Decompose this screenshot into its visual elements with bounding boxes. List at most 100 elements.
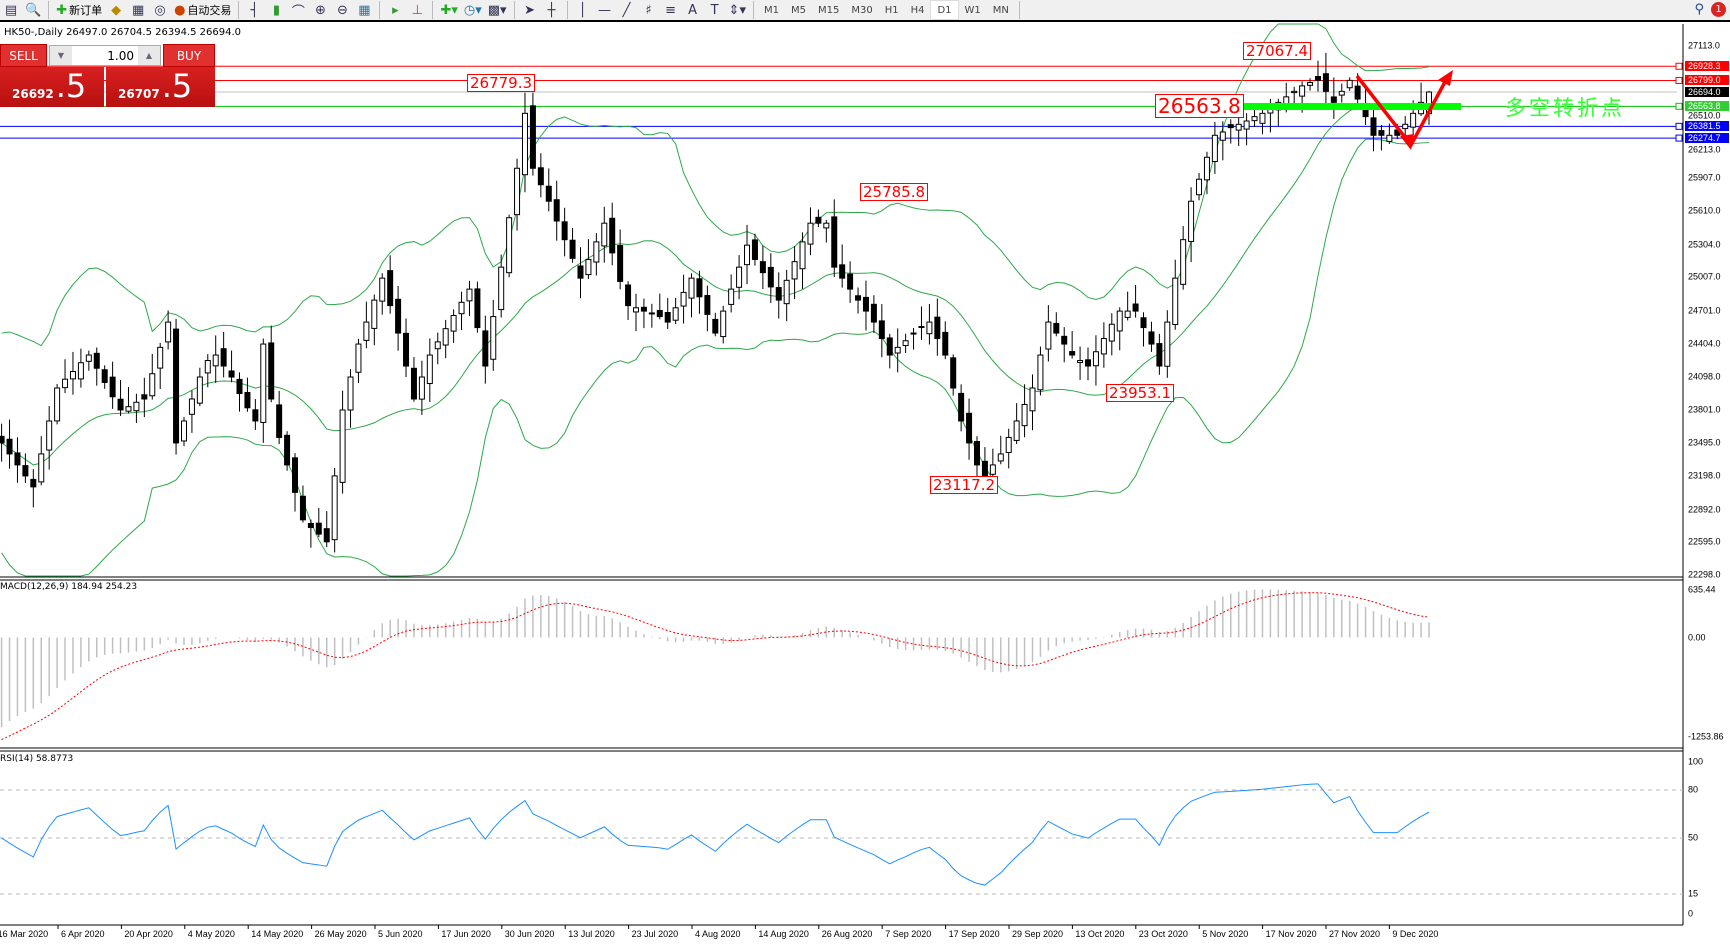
market-watch-icon[interactable]: ◆ bbox=[111, 2, 122, 18]
volume-input[interactable]: 1.00 bbox=[107, 48, 134, 63]
candle-body bbox=[1053, 322, 1060, 334]
candle bbox=[1314, 60, 1321, 92]
candle-body bbox=[1156, 343, 1163, 367]
candlestick-icon[interactable]: ▮ bbox=[272, 2, 281, 18]
candle-body bbox=[355, 343, 362, 373]
candle bbox=[886, 333, 893, 369]
candle bbox=[1100, 322, 1107, 368]
auto-scroll-icon[interactable]: ▸ bbox=[392, 2, 399, 18]
candle-body bbox=[656, 309, 663, 318]
candle bbox=[85, 350, 92, 371]
x-axis-label: 5 Nov 2020 bbox=[1202, 929, 1249, 939]
candle-body bbox=[403, 332, 410, 367]
chart-shift-icon[interactable]: ⊥ bbox=[411, 2, 424, 18]
candle bbox=[180, 416, 187, 447]
macd-label: MACD(12,26,9) 184.94 254.23 bbox=[0, 582, 138, 592]
timeframe-m1[interactable]: M1 bbox=[763, 4, 779, 16]
volume-stepper[interactable]: ▼ 1.00 ▲ bbox=[49, 45, 161, 66]
indicators-icon[interactable]: ✚▾ bbox=[440, 2, 458, 18]
candle bbox=[236, 372, 243, 412]
buy-button[interactable]: BUY bbox=[163, 44, 215, 67]
candle-body bbox=[791, 261, 798, 280]
volume-decrease-icon[interactable]: ▼ bbox=[50, 46, 72, 65]
timeframe-w1[interactable]: W1 bbox=[964, 4, 981, 16]
tile-windows-icon[interactable]: ▦ bbox=[358, 2, 371, 18]
bar-chart-icon[interactable]: ┤ bbox=[250, 2, 259, 18]
candle bbox=[1132, 284, 1139, 318]
candle-body bbox=[648, 312, 655, 315]
timeframe-d1[interactable]: D1 bbox=[930, 0, 959, 20]
new-chart-icon[interactable]: ▤ bbox=[4, 2, 18, 18]
text-icon[interactable]: A bbox=[688, 2, 697, 18]
separator bbox=[238, 1, 240, 19]
candle bbox=[1386, 123, 1393, 144]
candle bbox=[506, 214, 513, 278]
candle-body bbox=[680, 291, 687, 307]
candle-body bbox=[30, 478, 37, 488]
candle-body bbox=[839, 264, 846, 279]
fibonacci-icon[interactable]: ♯ bbox=[645, 2, 652, 18]
candle-body bbox=[569, 239, 576, 259]
auto-trading-button[interactable]: ● 自动交易 bbox=[174, 2, 232, 18]
trendline-icon[interactable]: ╱ bbox=[622, 2, 631, 18]
timeframe-m30[interactable]: M30 bbox=[851, 4, 873, 16]
buy-price-main: 26707 bbox=[118, 87, 160, 101]
zoom-out-icon[interactable]: ⊖ bbox=[336, 2, 348, 18]
x-axis-label: 17 Sep 2020 bbox=[948, 929, 1000, 939]
x-axis-label: 20 Apr 2020 bbox=[124, 929, 173, 939]
crosshair-icon[interactable]: ┼ bbox=[547, 2, 556, 18]
candle-body bbox=[1164, 321, 1171, 367]
candle bbox=[831, 199, 838, 278]
line-chart-icon[interactable]: ⌒ bbox=[291, 4, 305, 20]
timeframe-h1[interactable]: H1 bbox=[884, 4, 899, 16]
candle-body bbox=[307, 523, 314, 529]
search-icon[interactable]: ⚲ bbox=[1694, 2, 1704, 17]
candle-body bbox=[1402, 123, 1409, 130]
candle bbox=[1259, 106, 1266, 135]
sell-button[interactable]: SELL bbox=[0, 44, 47, 67]
arrows-icon[interactable]: ⇕▾ bbox=[728, 2, 746, 18]
candle-body bbox=[1148, 331, 1155, 345]
candle-body bbox=[1172, 277, 1179, 326]
fibo-lines-icon[interactable]: ≡ bbox=[665, 2, 676, 18]
candle-body bbox=[561, 221, 568, 241]
notification-badge[interactable]: 1 bbox=[1711, 2, 1726, 17]
candle-body bbox=[625, 284, 632, 307]
timeframe-h4[interactable]: H4 bbox=[910, 4, 925, 16]
candle-body bbox=[474, 288, 481, 329]
buy-price-button[interactable]: 26707.5 bbox=[106, 67, 215, 107]
horizontal-line-icon[interactable]: — bbox=[598, 2, 612, 18]
candle bbox=[6, 419, 13, 469]
navigator-icon[interactable]: ◎ bbox=[154, 2, 166, 18]
candle bbox=[759, 245, 766, 290]
candle bbox=[299, 485, 306, 523]
toolbar: ▤ 🔍 ✚ 新订单 ◆ ▦ ◎ ● 自动交易 ┤ ▮ ⌒ ⊕ ⊖ ▦ ▸ ⊥ ✚▾ … bbox=[0, 0, 1730, 22]
new-order-button[interactable]: ✚ 新订单 bbox=[56, 2, 103, 18]
rsi-label: RSI(14) 58.8773 bbox=[0, 754, 74, 764]
candle bbox=[1172, 259, 1179, 330]
candle-body bbox=[38, 453, 45, 483]
volume-increase-icon[interactable]: ▲ bbox=[138, 46, 160, 65]
timeframe-mn[interactable]: MN bbox=[992, 4, 1009, 16]
data-window-icon[interactable]: ▦ bbox=[131, 2, 145, 18]
templates-icon[interactable]: ▩▾ bbox=[487, 2, 507, 18]
profiles-icon[interactable]: 🔍 bbox=[25, 2, 42, 18]
candle bbox=[157, 342, 164, 389]
line-handle bbox=[1675, 62, 1683, 70]
candle-body bbox=[69, 371, 76, 380]
sell-price-button[interactable]: 26692.5 bbox=[0, 67, 104, 107]
periods-icon[interactable]: ◷▾ bbox=[463, 2, 482, 18]
candle-body bbox=[902, 340, 909, 347]
candle bbox=[418, 360, 425, 415]
vertical-line-icon[interactable]: │ bbox=[578, 2, 587, 18]
timeframe-m15[interactable]: M15 bbox=[817, 4, 840, 16]
candle-body bbox=[347, 376, 354, 411]
cursor-icon[interactable]: ➤ bbox=[524, 2, 535, 18]
price-axis-label: 25304.0 bbox=[1688, 239, 1721, 250]
zoom-in-icon[interactable]: ⊕ bbox=[314, 2, 326, 18]
candle-body bbox=[1116, 310, 1123, 332]
text-label-icon[interactable]: T bbox=[710, 2, 719, 18]
timeframe-m5[interactable]: M5 bbox=[790, 4, 806, 16]
rsi-axis-label: 50 bbox=[1688, 832, 1699, 843]
